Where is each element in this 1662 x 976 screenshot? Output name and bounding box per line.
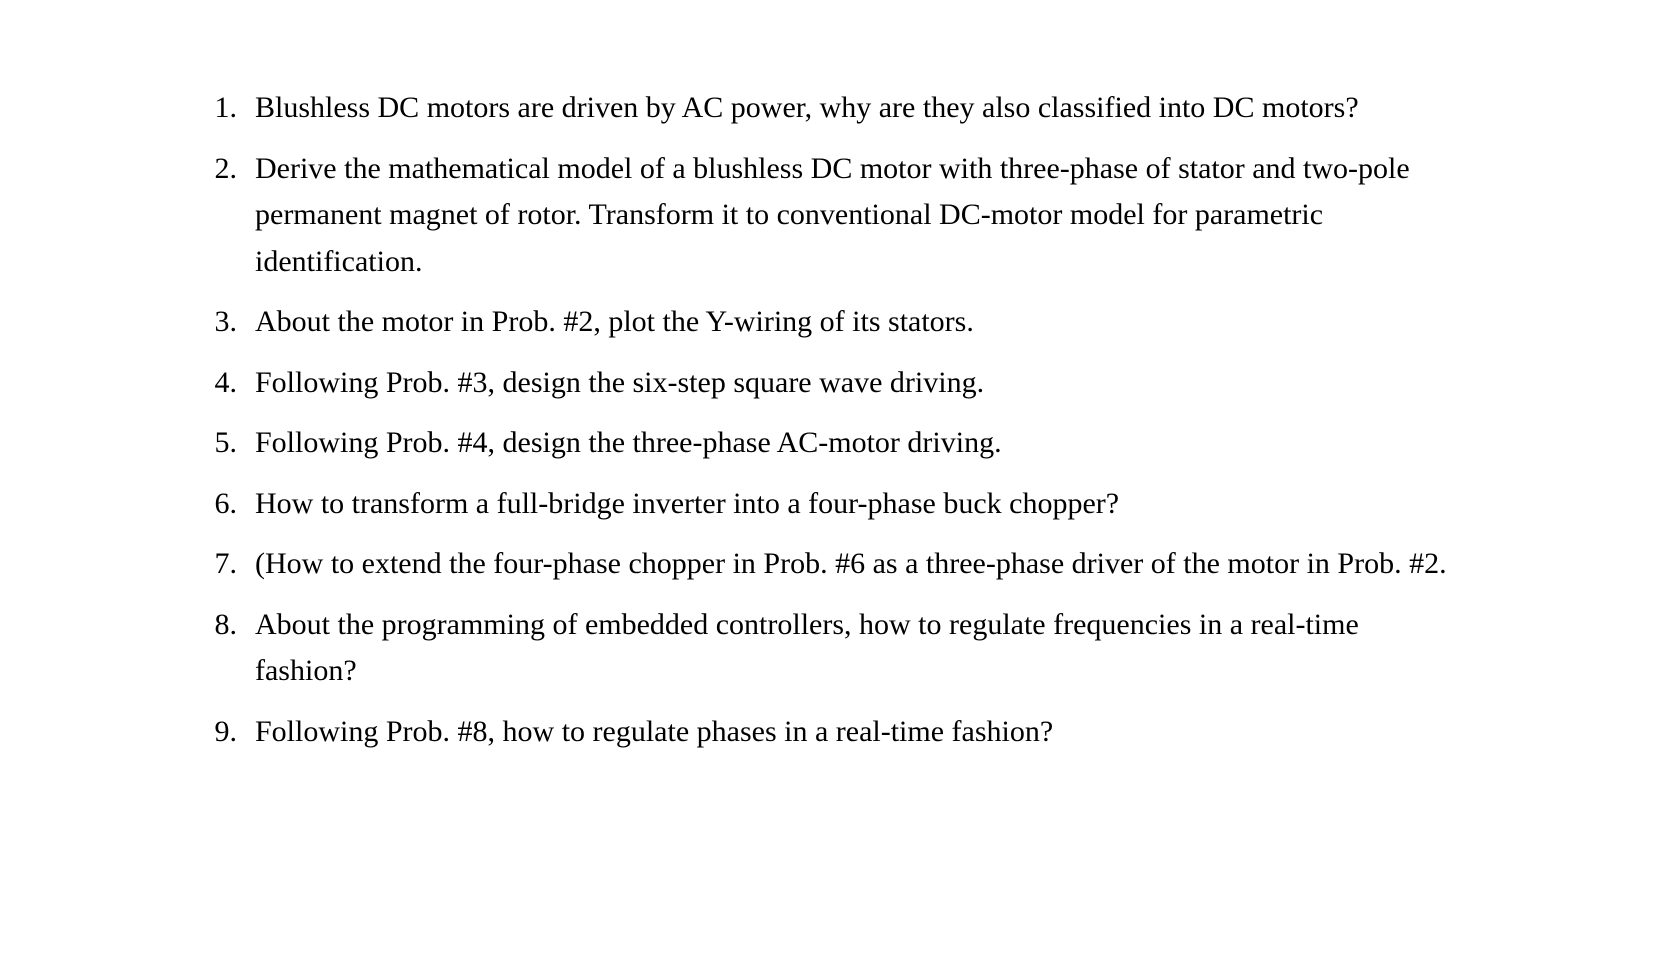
list-number: 8. — [200, 602, 255, 649]
list-item: 2. Derive the mathematical model of a bl… — [200, 146, 1462, 286]
numbered-list: 1. Blushless DC motors are driven by AC … — [200, 85, 1462, 769]
list-item: 6. How to transform a full-bridge invert… — [200, 481, 1462, 528]
list-number: 5. — [200, 420, 255, 467]
list-number: 9. — [200, 709, 255, 756]
list-text: About the motor in Prob. #2, plot the Y-… — [255, 299, 1462, 346]
list-item: 1. Blushless DC motors are driven by AC … — [200, 85, 1462, 132]
list-number: 7. — [200, 541, 255, 588]
list-text: Blushless DC motors are driven by AC pow… — [255, 85, 1462, 132]
list-text: (How to extend the four-phase chopper in… — [255, 541, 1462, 588]
list-item: 5. Following Prob. #4, design the three-… — [200, 420, 1462, 467]
list-number: 6. — [200, 481, 255, 528]
list-text: About the programming of embedded contro… — [255, 602, 1462, 695]
list-item: 4. Following Prob. #3, design the six-st… — [200, 360, 1462, 407]
list-text: Following Prob. #4, design the three-pha… — [255, 420, 1462, 467]
list-text: Following Prob. #3, design the six-step … — [255, 360, 1462, 407]
list-item: 8. About the programming of embedded con… — [200, 602, 1462, 695]
list-number: 4. — [200, 360, 255, 407]
list-text: Derive the mathematical model of a blush… — [255, 146, 1462, 286]
list-number: 3. — [200, 299, 255, 346]
list-number: 2. — [200, 146, 255, 193]
list-item: 9. Following Prob. #8, how to regulate p… — [200, 709, 1462, 756]
list-text: Following Prob. #8, how to regulate phas… — [255, 709, 1462, 756]
list-text: How to transform a full-bridge inverter … — [255, 481, 1462, 528]
list-number: 1. — [200, 85, 255, 132]
list-item: 7. (How to extend the four-phase chopper… — [200, 541, 1462, 588]
list-item: 3. About the motor in Prob. #2, plot the… — [200, 299, 1462, 346]
